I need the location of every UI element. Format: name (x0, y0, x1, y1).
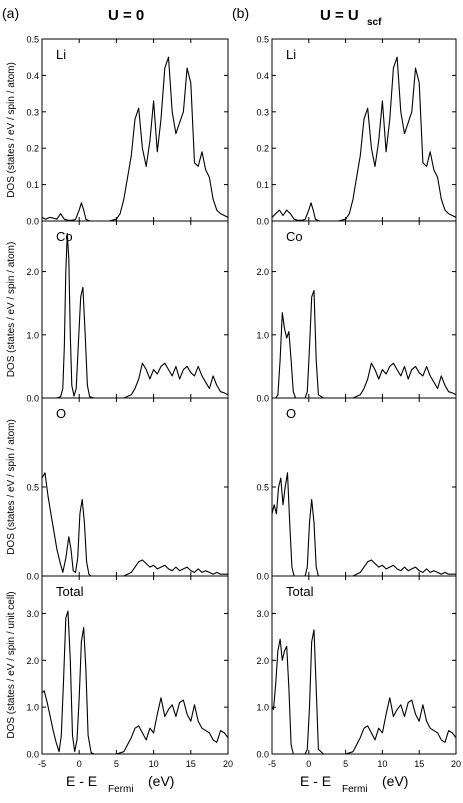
dos-panel-o-u0: 0.0 0.5 O DOS (states / eV / spin / atom) (6, 397, 229, 582)
dos-curve-li (271, 56, 457, 222)
y-tick-label: 1.0 (26, 330, 39, 340)
y-tick-label: 2.0 (256, 267, 269, 277)
y-axis-label: DOS (states / eV / spin / atom) (6, 242, 17, 378)
dos-curve-co (42, 233, 229, 399)
dos-panel-co-u0: 0.0 1.0 2.0 Co DOS (states / eV / spin / ato… (6, 220, 229, 404)
y-tick-label: 0.0 (256, 217, 269, 227)
y-tick-label: 0.0 (26, 572, 39, 582)
y-tick-label: 0.0 (256, 394, 269, 404)
dos-panel-co-uscf: 0.0 1.0 2.0 Co (256, 220, 457, 404)
x-axis-label-unit: (eV) (148, 773, 174, 789)
panel-frame (41, 397, 229, 577)
species-label: Total (286, 584, 314, 599)
y-tick-label: 0.3 (26, 107, 39, 117)
y-tick-label: 0.1 (26, 180, 39, 190)
x-tick-label: 20 (223, 759, 233, 769)
y-tick-label: 0.5 (26, 483, 39, 493)
x-tick-label: 15 (414, 759, 424, 769)
x-axis-label-right: E - E Fermi (eV) (300, 773, 408, 795)
x-tick-label: -5 (268, 759, 276, 769)
y-tick-label: 3.0 (26, 609, 39, 619)
y-tick-label: 0.5 (26, 35, 39, 45)
dos-curve-co (272, 289, 457, 399)
y-tick-label: 0.5 (256, 35, 269, 45)
panel-frame (271, 38, 457, 222)
dos-curve-total (41, 610, 229, 755)
dos-curve-o (271, 472, 456, 577)
y-axis-label: DOS (states / eV / spin / unit cell) (6, 591, 17, 738)
dos-panel-total-u0: 0.0 1.0 2.0 3.0 -5 0 5 10 15 20 Total DOS (states /… (6, 575, 233, 769)
panel-label-b: (b) (232, 5, 249, 21)
species-label: Li (286, 47, 296, 62)
dos-panel-o-uscf: 0.0 0.5 O (256, 397, 457, 582)
x-axis-label-main: E - E (300, 773, 331, 789)
y-tick-label: 0.2 (256, 144, 269, 154)
dos-panel-total-uscf: 0.0 1.0 2.0 3.0 -5 0 5 10 15 20 Total (256, 575, 461, 769)
y-tick-label: 0.4 (26, 71, 39, 81)
x-axis-label-left: E - E Fermi (eV) (66, 773, 174, 795)
dos-panel-li-uscf: 0.0 0.1 0.2 0.3 0.4 0.5 Li (256, 35, 457, 227)
y-tick-label: 0.0 (256, 572, 269, 582)
x-tick-label: -5 (38, 759, 46, 769)
x-tick-label: 0 (77, 759, 82, 769)
y-tick-label: 1.0 (256, 703, 269, 713)
right-column-title: U = U scf (320, 7, 382, 28)
y-tick-label: 2.0 (26, 267, 39, 277)
x-tick-label: 15 (186, 759, 196, 769)
y-tick-label: 0.0 (26, 394, 39, 404)
y-tick-label: 2.0 (26, 656, 39, 666)
panel-frame (41, 575, 229, 755)
species-label: Co (56, 229, 73, 244)
y-tick-label: 0.3 (256, 107, 269, 117)
y-tick-label: 0.5 (256, 483, 269, 493)
x-tick-label: 20 (451, 759, 461, 769)
x-tick-label: 10 (149, 759, 159, 769)
y-tick-label: 1.0 (256, 330, 269, 340)
panel-frame (271, 575, 457, 755)
x-axis-label-sub: Fermi (108, 784, 134, 795)
x-axis-label-unit: (eV) (382, 773, 408, 789)
x-tick-label: 0 (306, 759, 311, 769)
y-axis-label: DOS (states / eV / spin / atom) (6, 419, 17, 555)
species-label: Li (56, 47, 66, 62)
y-axis-label: DOS (states / eV / spin / atom) (6, 62, 17, 198)
x-tick-label: 5 (114, 759, 119, 769)
dos-panel-li-u0: 0.0 0.1 0.2 0.3 0.4 0.5 Li DOS (states / eV / s… (6, 35, 229, 227)
x-axis-label-main: E - E (66, 773, 97, 789)
x-tick-label: 10 (377, 759, 387, 769)
panel-label-a: (a) (2, 5, 19, 21)
right-column-title-main: U = U (320, 7, 359, 24)
species-label: Co (286, 229, 303, 244)
left-column-title: U = 0 (108, 7, 144, 24)
y-tick-label: 3.0 (256, 609, 269, 619)
y-tick-label: 0.0 (26, 217, 39, 227)
panel-frame (271, 397, 457, 577)
y-tick-label: 2.0 (256, 656, 269, 666)
dos-curve-o (41, 472, 228, 577)
species-label: O (56, 406, 66, 421)
dos-curve-li (41, 56, 229, 222)
dos-curve-total (271, 629, 457, 755)
right-column-title-sub: scf (367, 17, 382, 28)
species-label: Total (56, 584, 84, 599)
panel-frame (41, 38, 229, 222)
y-tick-label: 0.2 (26, 144, 39, 154)
y-tick-label: 0.0 (26, 750, 39, 760)
x-tick-label: 5 (343, 759, 348, 769)
y-tick-label: 1.0 (26, 703, 39, 713)
y-tick-label: 0.1 (256, 180, 269, 190)
x-axis-label-sub: Fermi (342, 784, 368, 795)
species-label: O (286, 406, 296, 421)
y-tick-label: 0.4 (256, 71, 269, 81)
y-tick-label: 0.0 (256, 750, 269, 760)
